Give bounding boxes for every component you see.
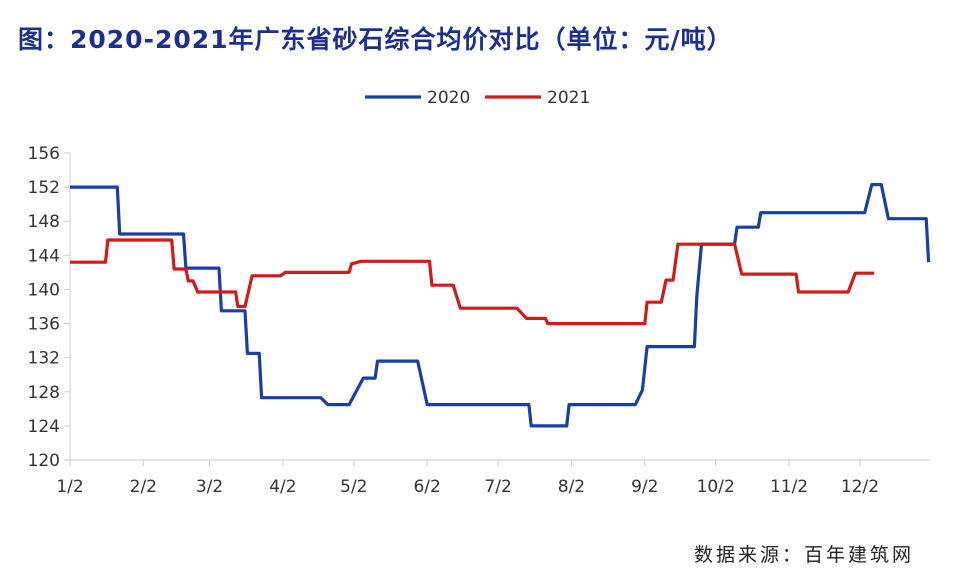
legend-label-2021: 2021 [547, 88, 590, 108]
y-tick-label: 128 [28, 383, 60, 403]
y-tick-label: 140 [28, 280, 60, 300]
x-tick-label: 5/2 [340, 477, 367, 497]
x-tick-label: 1/2 [56, 477, 83, 497]
x-tick-label: 10/2 [697, 477, 735, 497]
y-tick-label: 156 [28, 144, 60, 164]
series-line-2021 [70, 238, 875, 326]
x-tick-label: 7/2 [484, 477, 511, 497]
x-tick-label: 11/2 [770, 477, 808, 497]
legend-label-2020: 2020 [427, 88, 470, 108]
y-tick-label: 144 [28, 246, 60, 266]
y-tick-label: 120 [28, 451, 60, 471]
x-tick-label: 2/2 [130, 477, 157, 497]
chart-title: 图：2020-2021年广东省砂石综合均价对比（单位：元/吨） [18, 25, 733, 54]
series-line-2020 [70, 183, 931, 428]
x-tick-label: 6/2 [413, 477, 440, 497]
y-tick-label: 136 [28, 315, 60, 335]
y-tick-label: 152 [28, 178, 60, 198]
x-tick-label: 12/2 [841, 477, 879, 497]
x-tick-label: 4/2 [269, 477, 296, 497]
x-tick-label: 9/2 [631, 477, 658, 497]
y-tick-label: 124 [28, 417, 60, 437]
x-tick-label: 8/2 [558, 477, 585, 497]
x-tick-label: 3/2 [196, 477, 223, 497]
y-tick-label: 148 [28, 212, 60, 232]
data-source: 数据来源：百年建筑网 [694, 544, 915, 566]
y-tick-label: 132 [28, 349, 60, 369]
